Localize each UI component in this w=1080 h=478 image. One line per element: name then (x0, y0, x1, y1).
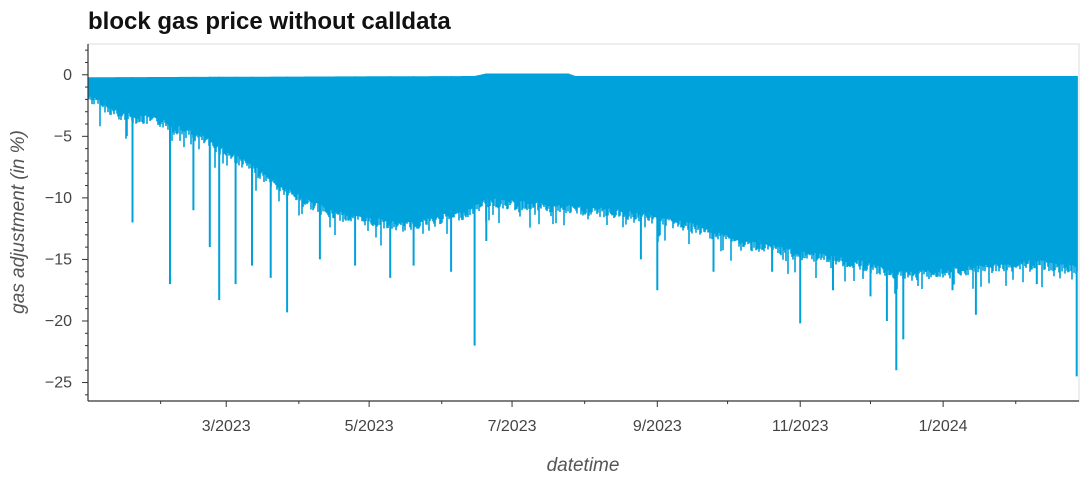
y-tick-label: 0 (63, 67, 72, 84)
y-tick-label: −20 (45, 313, 72, 330)
y-axis-ticks: 0 −5 −10 −15 −20 −25 (45, 49, 88, 396)
y-axis-label: gas adjustment (in %) (8, 130, 29, 314)
chart-title: block gas price without calldata (88, 8, 451, 35)
x-axis-label: datetime (547, 455, 620, 476)
y-tick-label: −5 (54, 128, 72, 145)
y-tick-label: −25 (45, 375, 72, 392)
y-tick-label: −15 (45, 251, 72, 268)
x-tick-label: 3/2023 (202, 418, 251, 435)
x-tick-label: 9/2023 (633, 418, 682, 435)
x-tick-label: 11/2023 (772, 418, 829, 435)
x-tick-label: 1/2024 (919, 418, 968, 435)
series-band (88, 73, 1078, 294)
x-tick-label: 7/2023 (488, 418, 537, 435)
x-tick-label: 5/2023 (345, 418, 394, 435)
y-tick-label: −10 (45, 190, 72, 207)
x-axis-ticks: 3/2023 5/2023 7/2023 9/2023 11/2023 1/2024 (160, 401, 1017, 435)
